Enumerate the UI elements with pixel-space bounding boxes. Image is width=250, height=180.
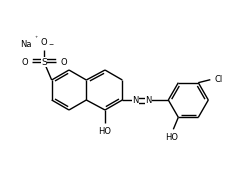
Text: Na: Na	[20, 39, 32, 48]
Text: −: −	[48, 42, 53, 46]
Text: N: N	[132, 96, 138, 105]
Text: O: O	[60, 57, 66, 66]
Text: S: S	[41, 57, 47, 66]
Text: O: O	[40, 38, 47, 47]
Text: ⁺: ⁺	[34, 35, 37, 40]
Text: O: O	[21, 57, 28, 66]
Text: HO: HO	[164, 133, 177, 142]
Text: HO: HO	[98, 127, 111, 136]
Text: N: N	[144, 96, 151, 105]
Text: Cl: Cl	[214, 75, 222, 84]
